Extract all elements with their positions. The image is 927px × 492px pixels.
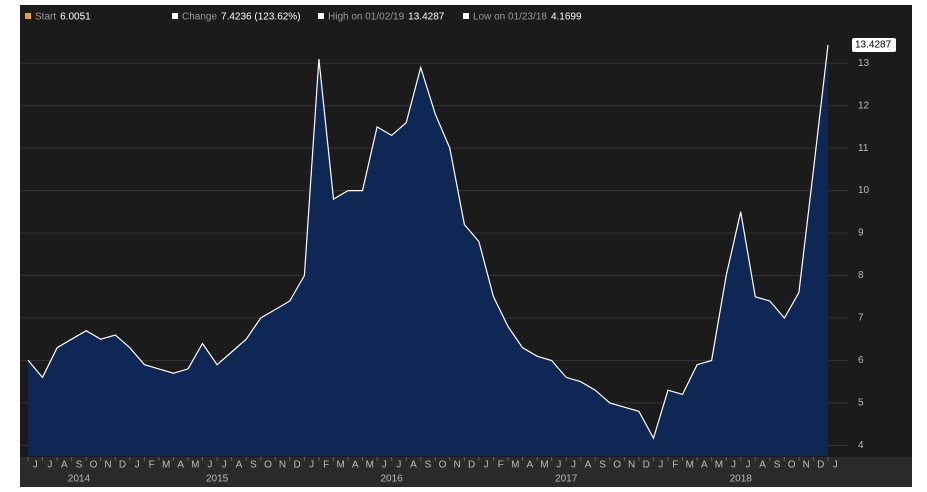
x-tick-label: F (498, 460, 504, 471)
x-tick-label: A (759, 460, 766, 471)
x-tick-label: A (177, 460, 184, 471)
x-tick-label: A (61, 460, 68, 471)
x-tick-label: M (162, 460, 170, 471)
legend-swatch (463, 13, 469, 19)
legend-value: 4.1699 (551, 12, 582, 23)
legend-swatch (172, 13, 178, 19)
x-tick-label: F (672, 460, 678, 471)
y-tick-label: 6 (858, 355, 864, 366)
x-tick-label: J (135, 460, 140, 471)
x-axis-band (20, 457, 912, 487)
x-tick-label: J (731, 460, 736, 471)
year-label: 2015 (206, 474, 229, 485)
x-tick-label: J (396, 460, 401, 471)
legend-swatch (318, 13, 324, 19)
y-tick-label: 8 (858, 270, 864, 281)
x-tick-label: O (90, 460, 98, 471)
x-tick-label: N (803, 460, 810, 471)
x-tick-label: J (833, 460, 838, 471)
x-tick-label: J (556, 460, 561, 471)
x-tick-label: D (817, 460, 824, 471)
year-label: 2018 (730, 474, 753, 485)
x-tick-label: A (352, 460, 359, 471)
x-tick-label: O (788, 460, 796, 471)
x-tick-label: S (599, 460, 606, 471)
legend-label: Start (35, 12, 56, 23)
x-tick-label: O (439, 460, 447, 471)
x-tick-label: M (366, 460, 374, 471)
x-tick-label: J (207, 460, 212, 471)
x-tick-label: J (222, 460, 227, 471)
last-value-box (852, 37, 896, 52)
x-tick-label: S (774, 460, 781, 471)
x-tick-label: M (337, 460, 345, 471)
x-tick-label: N (628, 460, 635, 471)
x-tick-label: M (511, 460, 519, 471)
x-tick-label: M (715, 460, 723, 471)
x-tick-label: J (33, 460, 38, 471)
year-label: 2017 (555, 474, 578, 485)
x-tick-label: J (382, 460, 387, 471)
line (27, 44, 829, 440)
x-tick-label: S (250, 460, 257, 471)
x-tick-label: O (264, 460, 272, 471)
x-tick-label: D (468, 460, 475, 471)
x-tick-label: M (191, 460, 199, 471)
legend-value: 6.0051 (60, 12, 91, 23)
x-tick-label: M (540, 460, 548, 471)
x-tick-label: N (453, 460, 460, 471)
x-tick-label: F (323, 460, 329, 471)
x-tick-label: A (526, 460, 533, 471)
legend-value: 13.4287 (408, 12, 445, 23)
x-tick-label: D (119, 460, 126, 471)
x-tick-label: J (309, 460, 314, 471)
year-label: 2016 (381, 474, 404, 485)
legend-label: Change (182, 12, 217, 23)
y-tick-label: 12 (858, 100, 870, 111)
x-tick-label: J (47, 460, 52, 471)
x-tick-label: F (149, 460, 155, 471)
y-tick-label: 13 (858, 58, 870, 69)
legend-label: High on 01/02/19 (328, 12, 405, 23)
legend-value: 7.4236 (123.62%) (221, 12, 301, 23)
y-tick-label: 4 (858, 440, 864, 451)
x-tick-label: J (484, 460, 489, 471)
year-label: 2014 (68, 474, 91, 485)
x-tick-label: D (643, 460, 650, 471)
x-tick-label: N (279, 460, 286, 471)
area (28, 45, 828, 456)
legend-label: Low on 01/23/18 (473, 12, 547, 23)
x-tick-label: A (236, 460, 243, 471)
last-value-label: 13.4287 (855, 40, 892, 51)
x-tick-label: J (746, 460, 751, 471)
x-tick-label: N (104, 460, 111, 471)
x-tick-label: M (686, 460, 694, 471)
y-tick-label: 5 (858, 398, 864, 409)
legend-swatch (25, 13, 31, 19)
y-tick-label: 7 (858, 313, 864, 324)
x-tick-label: O (613, 460, 621, 471)
y-tick-label: 10 (858, 185, 870, 196)
x-tick-label: S (76, 460, 83, 471)
y-tick-label: 11 (858, 143, 869, 154)
x-tick-label: A (585, 460, 592, 471)
x-tick-label: S (425, 460, 432, 471)
x-tick-label: J (571, 460, 576, 471)
y-tick-label: 9 (858, 228, 864, 239)
x-tick-label: A (410, 460, 417, 471)
x-tick-label: D (293, 460, 300, 471)
x-tick-label: A (701, 460, 708, 471)
x-tick-label: J (658, 460, 663, 471)
